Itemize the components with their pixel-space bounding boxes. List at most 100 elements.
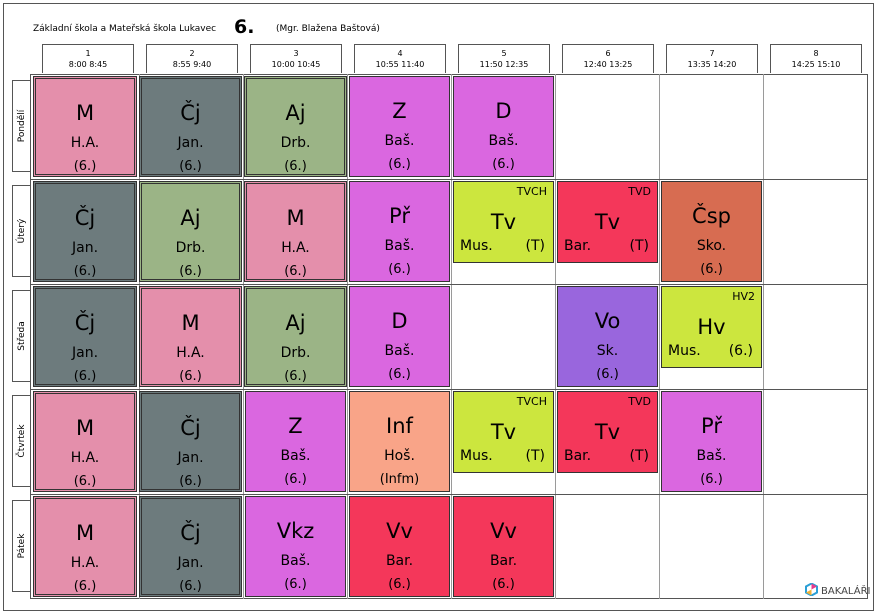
bakalari-logo-icon	[805, 582, 818, 599]
lesson-group: TVCH	[516, 185, 547, 198]
lesson-cell[interactable]: Čj Jan. (6.)	[33, 286, 137, 387]
lesson-room: (T)	[525, 448, 545, 464]
lesson-room: (6.)	[388, 262, 411, 277]
lesson-cell[interactable]: Vo Sk. (6.)	[557, 286, 658, 387]
lesson-cell[interactable]: Čj Jan. (6.)	[139, 76, 242, 177]
period-number: 6	[605, 49, 611, 58]
period-number: 7	[709, 49, 715, 58]
lesson-room: (6.)	[492, 577, 515, 592]
lesson-cell[interactable]: Př Baš. (6.)	[661, 391, 762, 492]
lesson-subject: M	[286, 206, 305, 230]
period-number: 3	[293, 49, 299, 58]
lesson-room: (6.)	[492, 157, 515, 172]
lesson-cell[interactable]: Z Baš. (6.)	[349, 76, 450, 177]
lesson-subject: Inf	[386, 414, 413, 438]
lesson-cell[interactable]: Aj Drb. (6.)	[244, 286, 347, 387]
grid-row-divider	[30, 494, 868, 495]
lesson-cell[interactable]: M H.A. (6.)	[33, 496, 137, 597]
lesson-room: (6.)	[73, 264, 97, 279]
lesson-teacher: Mus.	[460, 238, 493, 254]
lesson-subject: Čj	[180, 416, 201, 440]
lesson-teacher: Baš.	[384, 133, 415, 149]
lesson-cell-half[interactable]: TVCH Tv Mus. (T)	[453, 391, 554, 473]
lesson-subject: Hv	[697, 315, 726, 339]
period-time: 8:55 9:40	[172, 60, 212, 69]
grid-column-divider	[763, 74, 764, 599]
lesson-cell[interactable]: M H.A. (6.)	[33, 391, 137, 492]
lesson-cell[interactable]: Čj Jan. (6.)	[33, 181, 137, 282]
lesson-teacher: Jan.	[177, 555, 204, 571]
period-number: 5	[501, 49, 507, 58]
lesson-room: (6.)	[179, 264, 202, 279]
lesson-subject: Vv	[386, 519, 413, 543]
lesson-cell-half[interactable]: TVCH Tv Mus. (T)	[453, 181, 554, 263]
period-header-6: 6 12:40 13:25	[562, 44, 654, 73]
lesson-room: (T)	[525, 238, 545, 254]
lesson-cell[interactable]: Aj Drb. (6.)	[244, 76, 347, 177]
lesson-teacher: Bar.	[489, 553, 518, 569]
period-header-5: 5 11:50 12:35	[458, 44, 550, 73]
lesson-subject: Tv	[490, 210, 517, 234]
lesson-cell[interactable]: M H.A. (6.)	[244, 181, 347, 282]
lesson-cell[interactable]: M H.A. (6.)	[33, 76, 137, 177]
lesson-cell[interactable]: Vkz Baš. (6.)	[245, 496, 346, 597]
lesson-cell[interactable]: Aj Drb. (6.)	[139, 181, 242, 282]
lesson-room: (6.)	[700, 472, 723, 487]
class-teacher: (Mgr. Blažena Baštová)	[276, 24, 380, 34]
school-name: Základní škola a Mateřská škola Lukavec	[33, 24, 217, 34]
lesson-room: (T)	[629, 448, 649, 464]
lesson-room: (6.)	[284, 577, 307, 592]
lesson-cell[interactable]: Čsp Sko. (6.)	[661, 181, 762, 282]
lesson-subject: Čj	[74, 311, 96, 335]
grid-column-divider	[555, 74, 556, 599]
lesson-cell[interactable]: Z Baš. (6.)	[245, 391, 346, 492]
lesson-cell-half[interactable]: TVD Tv Bar. (T)	[557, 391, 658, 473]
lesson-cell[interactable]: Inf Hoš. (Infm)	[349, 391, 450, 492]
lesson-group: HV2	[732, 290, 755, 303]
lesson-subject: Př	[701, 414, 722, 438]
lesson-cell[interactable]: Čj Jan. (6.)	[139, 496, 242, 597]
lesson-subject: D	[391, 309, 408, 333]
period-header-7: 7 13:35 14:20	[666, 44, 758, 73]
lesson-subject: Aj	[285, 101, 306, 125]
lesson-subject: Vkz	[276, 519, 315, 543]
lesson-room: (6.)	[388, 367, 411, 382]
lesson-subject: Čsp	[692, 204, 731, 228]
lesson-teacher: Jan.	[71, 345, 99, 361]
period-header-4: 4 10:55 11:40	[354, 44, 446, 73]
lesson-cell[interactable]: D Baš. (6.)	[349, 286, 450, 387]
lesson-subject: Čj	[74, 206, 96, 230]
grid-row-divider	[30, 179, 868, 180]
lesson-cell[interactable]: D Baš. (6.)	[453, 76, 554, 177]
grid-column-divider	[347, 74, 348, 599]
grid-column-divider	[451, 74, 452, 599]
lesson-cell[interactable]: Vv Bar. (6.)	[349, 496, 450, 597]
lesson-cell[interactable]: Př Baš. (6.)	[349, 181, 450, 282]
lesson-teacher: Baš.	[384, 343, 415, 359]
lesson-subject: D	[495, 99, 512, 123]
lesson-cell-half[interactable]: TVD Tv Bar. (T)	[557, 181, 658, 263]
lesson-teacher: Baš.	[696, 448, 727, 464]
lesson-room: (6.)	[596, 367, 619, 382]
lesson-cell[interactable]: M H.A. (6.)	[139, 286, 242, 387]
class-name: 6.	[234, 16, 255, 38]
lesson-cell[interactable]: Vv Bar. (6.)	[453, 496, 554, 597]
period-time: 11:50 12:35	[479, 60, 529, 69]
day-label-monday: Pondělí	[12, 80, 30, 172]
period-time: 8:00 8:45	[68, 60, 108, 69]
lesson-teacher: H.A.	[70, 450, 100, 466]
lesson-teacher: Bar.	[385, 553, 414, 569]
lesson-cell-half[interactable]: HV2 Hv Mus. (6.)	[661, 286, 762, 368]
period-time: 12:40 13:25	[583, 60, 633, 69]
period-number: 2	[189, 49, 195, 58]
lesson-room: (6.)	[179, 579, 202, 594]
lesson-teacher: Baš.	[488, 133, 519, 149]
lesson-subject: Čj	[180, 521, 201, 545]
lesson-cell[interactable]: Čj Jan. (6.)	[139, 391, 242, 492]
lesson-room: (6.)	[284, 472, 307, 487]
lesson-subject: Z	[288, 414, 303, 438]
lesson-subject: Aj	[285, 311, 306, 335]
lesson-teacher: Baš.	[280, 553, 311, 569]
day-label-friday: Pátek	[12, 500, 30, 592]
day-label-tuesday: Úterý	[12, 185, 30, 277]
